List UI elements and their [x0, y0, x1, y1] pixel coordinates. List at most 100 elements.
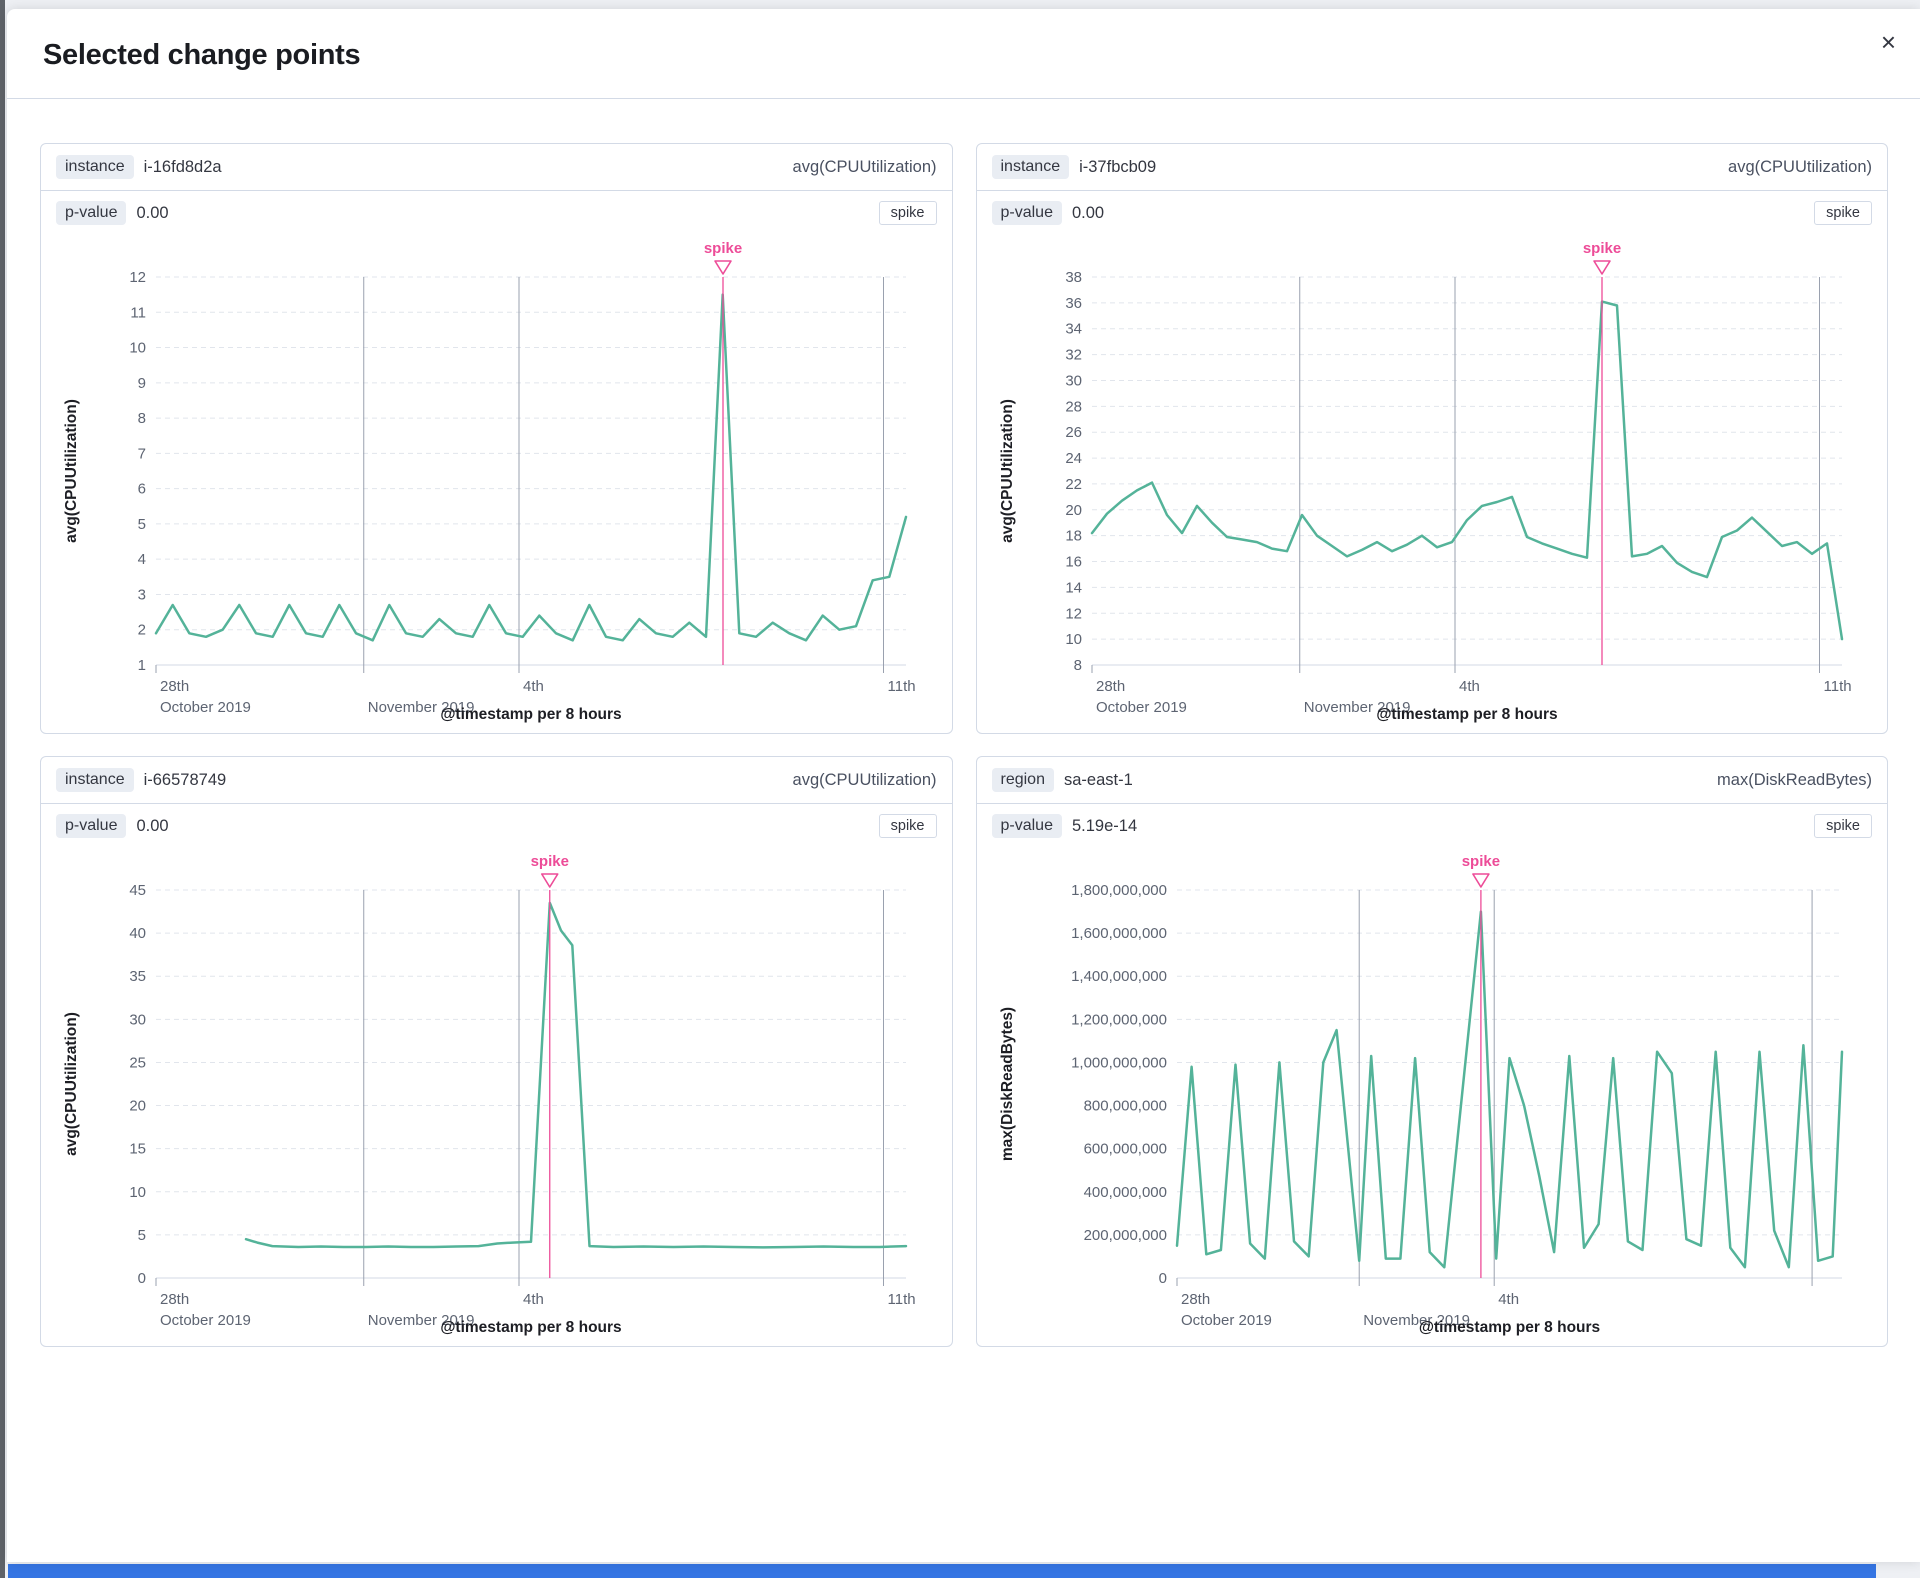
svg-text:45: 45 [130, 882, 147, 899]
svg-text:10: 10 [130, 1184, 147, 1201]
svg-text:October 2019: October 2019 [1096, 699, 1187, 716]
svg-text:18: 18 [1065, 528, 1082, 545]
x-axis-title: @timestamp per 8 hours [441, 1319, 622, 1336]
series-line [245, 901, 908, 1249]
y-axis-title: avg(CPUUtilization) [999, 399, 1016, 543]
svg-text:12: 12 [1065, 605, 1082, 622]
p-value: 0.00 [136, 816, 169, 835]
panel-subheader: p-value 0.00 spike [41, 191, 952, 227]
y-axis-title: avg(CPUUtilization) [63, 399, 80, 543]
spike-marker-icon [1592, 260, 1611, 275]
svg-text:0: 0 [138, 1270, 146, 1287]
y-axis-title: max(DiskReadBytes) [999, 1007, 1016, 1161]
svg-text:10: 10 [1065, 631, 1082, 648]
split-field-value: sa-east-1 [1063, 770, 1133, 789]
svg-text:4th: 4th [1498, 1291, 1519, 1308]
svg-text:2: 2 [138, 622, 146, 639]
metric-label: avg(CPUUtilization) [792, 157, 937, 176]
change-type-badge: spike [878, 814, 937, 838]
change-type-badge: spike [878, 201, 937, 225]
svg-text:8: 8 [138, 410, 146, 427]
svg-text:10: 10 [130, 340, 147, 357]
svg-text:30: 30 [130, 1011, 147, 1028]
svg-text:14: 14 [1065, 579, 1082, 596]
svg-text:22: 22 [1065, 476, 1082, 493]
close-icon[interactable]: × [1875, 23, 1902, 61]
panel-header: instance i-16fd8d2a avg(CPUUtilization) [41, 144, 952, 191]
y-axis-title: avg(CPUUtilization) [63, 1012, 80, 1156]
panel-header: instance i-66578749 avg(CPUUtilization) [41, 757, 952, 804]
svg-text:4th: 4th [1459, 678, 1480, 695]
svg-text:11th: 11th [888, 1291, 916, 1308]
svg-text:36: 36 [1065, 295, 1082, 312]
p-value-badge: p-value [991, 814, 1062, 838]
change-point-panel: instance i-37fbcb09 avg(CPUUtilization) … [975, 143, 1888, 734]
split-field-value: i-16fd8d2a [143, 157, 222, 176]
svg-text:32: 32 [1065, 347, 1082, 364]
svg-text:28: 28 [1065, 398, 1082, 415]
svg-text:1,400,000,000: 1,400,000,000 [1071, 968, 1167, 985]
change-point-panel: region sa-east-1 max(DiskReadBytes) p-va… [975, 756, 1888, 1347]
x-axis-title: @timestamp per 8 hours [1419, 1319, 1600, 1336]
svg-text:November 2019: November 2019 [1363, 1312, 1470, 1329]
svg-text:October 2019: October 2019 [160, 1312, 251, 1329]
svg-text:6: 6 [138, 481, 146, 498]
metric-label: avg(CPUUtilization) [792, 770, 937, 789]
metric-label: avg(CPUUtilization) [1728, 157, 1872, 176]
svg-text:4th: 4th [523, 1291, 544, 1308]
change-point-chart: 45 40 35 30 25 20 15 10 5 0 28th October 2019 Novemb… [63, 853, 916, 1336]
svg-text:16: 16 [1065, 554, 1082, 571]
svg-text:1,200,000,000: 1,200,000,000 [1071, 1011, 1167, 1028]
svg-text:28th: 28th [160, 1291, 189, 1308]
split-field-badge: instance [56, 768, 134, 792]
svg-text:1,000,000,000: 1,000,000,000 [1071, 1054, 1167, 1071]
x-axis-title: @timestamp per 8 hours [441, 706, 622, 723]
svg-text:30: 30 [1065, 372, 1082, 389]
svg-text:11th: 11th [888, 678, 916, 695]
spike-marker-icon [1471, 873, 1490, 888]
svg-text:5: 5 [138, 516, 146, 533]
series-line [1090, 300, 1843, 641]
spike-annotation-label: spike [531, 853, 569, 870]
svg-text:11th: 11th [1823, 678, 1851, 695]
svg-text:26: 26 [1065, 424, 1082, 441]
change-point-panel: instance i-66578749 avg(CPUUtilization) … [40, 756, 953, 1347]
svg-text:28th: 28th [1181, 1291, 1210, 1308]
svg-text:4th: 4th [523, 678, 544, 695]
svg-text:20: 20 [1065, 502, 1082, 519]
panel-header: instance i-37fbcb09 avg(CPUUtilization) [976, 144, 1887, 191]
change-point-chart: 1,800,000,000 1,600,000,000 1,400,000,000 1… [999, 853, 1843, 1336]
change-type-badge: spike [1814, 201, 1872, 225]
panel-header: region sa-east-1 max(DiskReadBytes) [976, 757, 1887, 804]
svg-text:15: 15 [130, 1141, 147, 1158]
svg-text:9: 9 [138, 375, 146, 392]
svg-text:1,600,000,000: 1,600,000,000 [1071, 925, 1167, 942]
spike-marker-icon [541, 873, 559, 888]
svg-text:20: 20 [130, 1098, 147, 1115]
metric-label: max(DiskReadBytes) [1717, 770, 1872, 789]
svg-text:0: 0 [1158, 1270, 1166, 1287]
modal-header: Selected change points × [7, 9, 1920, 99]
change-point-chart: 12 11 10 9 8 7 6 5 4 3 2 1 28th October 2019 November … [63, 240, 916, 723]
svg-text:11: 11 [131, 304, 147, 321]
series-line [155, 293, 908, 642]
split-field-value: i-37fbcb09 [1079, 157, 1157, 176]
x-axis-title: @timestamp per 8 hours [1376, 706, 1557, 723]
p-value-badge: p-value [991, 201, 1062, 225]
background-button-edge [8, 1564, 1876, 1578]
p-value-badge: p-value [56, 201, 127, 225]
svg-text:24: 24 [1065, 450, 1082, 467]
p-value-badge: p-value [56, 814, 127, 838]
spike-annotation-label: spike [704, 240, 742, 257]
panels-grid: instance i-16fd8d2a avg(CPUUtilization) … [7, 99, 1920, 1387]
p-value: 0.00 [136, 203, 169, 222]
svg-text:October 2019: October 2019 [160, 699, 251, 716]
panel-subheader: p-value 0.00 spike [977, 191, 1888, 227]
split-field-badge: instance [991, 155, 1070, 179]
change-type-badge: spike [1814, 814, 1872, 838]
svg-text:25: 25 [130, 1054, 147, 1071]
page-title: Selected change points [43, 39, 361, 71]
svg-text:1: 1 [138, 657, 146, 674]
svg-text:4: 4 [138, 551, 146, 568]
split-field-badge: region [991, 768, 1054, 792]
